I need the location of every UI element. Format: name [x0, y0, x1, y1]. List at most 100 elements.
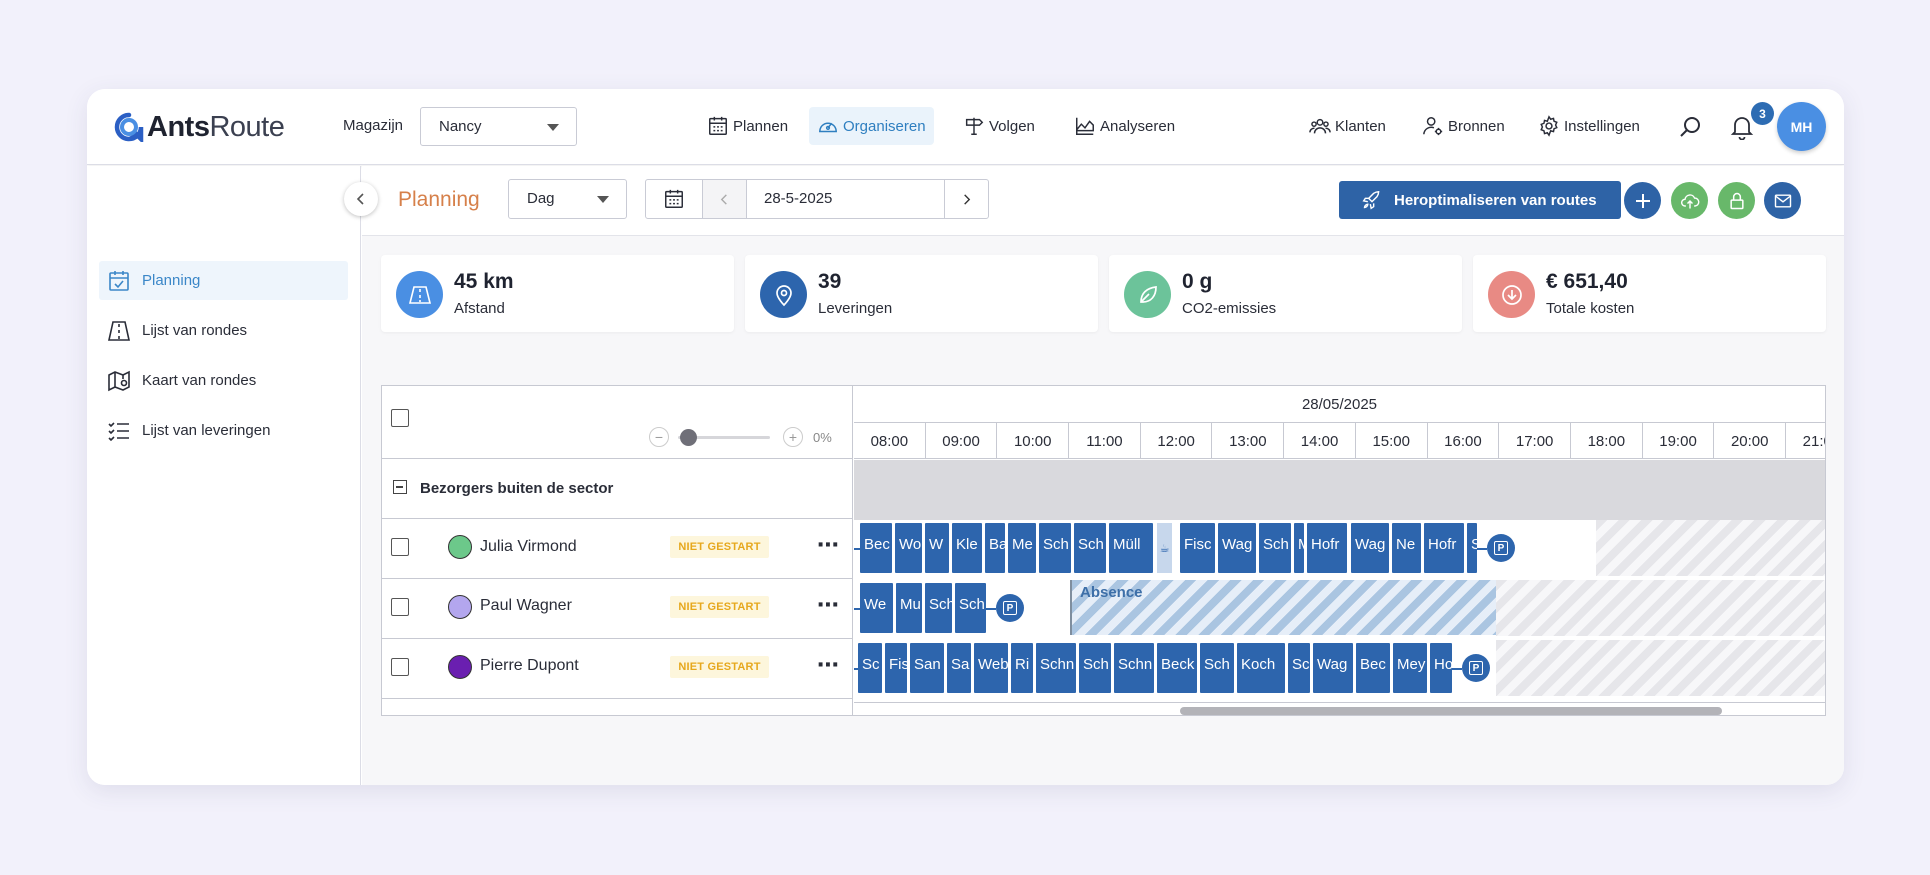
sidebar-item-lijst-van-leveringen[interactable]: Lijst van leveringen — [99, 411, 348, 450]
depot-return-icon[interactable]: P — [1487, 534, 1515, 562]
zoom-in-button[interactable]: + — [783, 427, 803, 447]
driver-color-dot — [448, 535, 472, 559]
nav-bronnen[interactable]: Bronnen — [1414, 107, 1513, 145]
sidebar-item-kaart-van-rondes[interactable]: Kaart van rondes — [99, 361, 348, 400]
hour-label: 20:00 — [1714, 423, 1787, 459]
avatar[interactable]: MH — [1777, 102, 1826, 151]
driver-name[interactable]: Julia Virmond — [480, 538, 577, 555]
delivery-task[interactable]: Hofr — [1424, 523, 1464, 573]
delivery-task[interactable]: San — [910, 643, 944, 693]
collapse-sidebar-button[interactable] — [344, 182, 378, 216]
delivery-task[interactable]: We — [860, 583, 893, 633]
break-coffee-icon[interactable]: ☕ — [1157, 523, 1172, 573]
zoom-out-button[interactable]: − — [649, 427, 669, 447]
bell-icon[interactable] — [1730, 114, 1754, 140]
delivery-task[interactable]: S — [1467, 523, 1477, 573]
stat-card-total-cost: € 651,40 Totale kosten — [1473, 255, 1826, 332]
delivery-task[interactable]: Sch — [1200, 643, 1234, 693]
delivery-task[interactable]: Sa — [947, 643, 971, 693]
delivery-task[interactable]: Sch — [1259, 523, 1291, 573]
driver-checkbox[interactable] — [391, 538, 409, 556]
sidebar-item-planning[interactable]: Planning — [99, 261, 348, 300]
delivery-task[interactable]: Wag — [1313, 643, 1353, 693]
zoom-slider-handle[interactable] — [680, 429, 697, 446]
view-select[interactable]: Dag — [508, 179, 627, 219]
hour-label: 21:00 — [1786, 423, 1825, 459]
delivery-task[interactable]: Müll — [1109, 523, 1153, 573]
delivery-task[interactable]: Wag — [1218, 523, 1256, 573]
delivery-task[interactable]: Beck — [1157, 643, 1197, 693]
nav-plannen[interactable]: Plannen — [699, 107, 796, 145]
delivery-task[interactable]: M — [1294, 523, 1304, 573]
absence-label: Absence — [1080, 584, 1143, 601]
lock-button[interactable] — [1718, 182, 1755, 219]
nav-instellingen[interactable]: Instellingen — [1530, 107, 1648, 145]
driver-checkbox[interactable] — [391, 658, 409, 676]
delivery-task[interactable]: Bec — [860, 523, 892, 573]
scrollbar-thumb[interactable] — [1180, 707, 1722, 715]
delivery-task[interactable]: Sc — [858, 643, 882, 693]
delivery-task[interactable]: Bec — [1356, 643, 1390, 693]
select-all-checkbox[interactable] — [391, 409, 409, 427]
date-value[interactable]: 28-5-2025 — [764, 190, 833, 207]
sidebar-item-lijst-van-rondes[interactable]: Lijst van rondes — [99, 311, 348, 350]
delivery-task[interactable]: Sch — [1079, 643, 1111, 693]
zoom-slider-track[interactable] — [678, 436, 770, 439]
delivery-task[interactable]: Sch — [955, 583, 986, 633]
collapse-group-icon[interactable] — [393, 480, 407, 494]
delivery-task[interactable]: Sch — [1039, 523, 1071, 573]
depot-return-icon[interactable]: P — [1462, 654, 1490, 682]
delivery-task[interactable]: Wag — [1351, 523, 1389, 573]
delivery-task[interactable]: Mey — [1393, 643, 1427, 693]
nav-organiseren[interactable]: Organiseren — [809, 107, 934, 145]
upload-button[interactable] — [1671, 182, 1708, 219]
delivery-task[interactable]: Sch — [1074, 523, 1106, 573]
driver-name[interactable]: Pierre Dupont — [480, 657, 579, 674]
delivery-task[interactable]: W — [925, 523, 949, 573]
delivery-task[interactable]: Hofr — [1307, 523, 1347, 573]
driver-menu-button[interactable]: ⋯ — [817, 652, 840, 677]
delivery-task[interactable]: Mu — [896, 583, 922, 633]
depot-return-icon[interactable]: P — [996, 594, 1024, 622]
delivery-task[interactable]: Koch — [1237, 643, 1285, 693]
delivery-task[interactable]: Me — [1008, 523, 1036, 573]
logo[interactable]: AntsRoute — [114, 109, 285, 145]
delivery-task[interactable]: Schn — [1114, 643, 1154, 693]
absence-block[interactable]: Absence — [1070, 580, 1496, 635]
previous-day-button[interactable] — [703, 180, 747, 218]
driver-name[interactable]: Paul Wagner — [480, 597, 572, 614]
nav-plannen-label: Plannen — [733, 117, 789, 135]
delivery-task[interactable]: Schn — [1036, 643, 1076, 693]
add-button[interactable] — [1624, 182, 1661, 219]
delivery-task[interactable]: Fis — [885, 643, 907, 693]
calendar-button[interactable] — [646, 180, 703, 218]
delivery-task[interactable]: Fisc — [1180, 523, 1215, 573]
delivery-task[interactable]: Ba — [985, 523, 1005, 573]
driver-checkbox[interactable] — [391, 598, 409, 616]
email-button[interactable] — [1764, 182, 1801, 219]
nav-analyseren[interactable]: Analyseren — [1066, 107, 1183, 145]
delivery-task[interactable]: Sch — [925, 583, 952, 633]
driver-menu-button[interactable]: ⋯ — [817, 532, 840, 557]
delivery-task[interactable]: Ne — [1392, 523, 1421, 573]
delivery-task[interactable]: Ri — [1011, 643, 1033, 693]
delivery-task[interactable]: Ho — [1430, 643, 1452, 693]
reoptimize-routes-button[interactable]: Heroptimaliseren van routes — [1339, 181, 1621, 219]
hour-label: 19:00 — [1643, 423, 1715, 459]
horizontal-scrollbar[interactable] — [854, 702, 1825, 715]
delivery-task[interactable]: Wo — [895, 523, 922, 573]
nav-klanten[interactable]: Klanten — [1301, 107, 1394, 145]
next-day-button[interactable] — [944, 180, 988, 218]
nav-volgen[interactable]: Volgen — [955, 107, 1043, 145]
delivery-task[interactable]: Kle — [952, 523, 982, 573]
route-link — [1452, 668, 1462, 670]
chevron-right-icon — [964, 193, 971, 205]
search-icon[interactable] — [1679, 115, 1703, 139]
delivery-task[interactable]: Sc — [1288, 643, 1310, 693]
hour-label: 14:00 — [1284, 423, 1356, 459]
delivery-task[interactable]: Web — [974, 643, 1008, 693]
driver-menu-button[interactable]: ⋯ — [817, 592, 840, 617]
row-divider — [382, 458, 853, 459]
route-link — [986, 608, 996, 610]
warehouse-select[interactable]: Nancy — [420, 107, 577, 146]
